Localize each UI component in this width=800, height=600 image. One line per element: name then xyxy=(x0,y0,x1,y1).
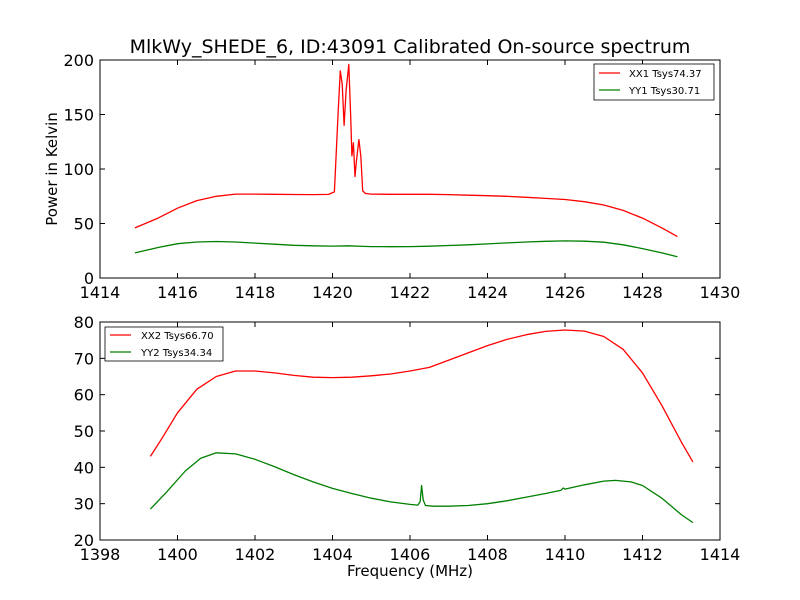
bottom-x-tick-label: 1412 xyxy=(622,545,663,564)
bottom-x-tick-label: 1402 xyxy=(235,545,276,564)
bottom-legend-box xyxy=(104,326,224,362)
top-y-tick-label: 0 xyxy=(84,269,94,288)
bottom-legend-label-1: XX2 Tsys66.70 xyxy=(141,331,214,342)
bottom-y-tick-label: 70 xyxy=(74,349,94,368)
bottom-plot: 1398 1400 1402 1404 1406 1408 1410 1412 1414 20 30… xyxy=(74,313,741,580)
chart-title: MlkWy_SHEDE_6, ID:43091 Calibrated On-so… xyxy=(130,36,691,58)
bottom-plot-ticks: 1398 1400 1402 1404 1406 1408 1410 1412 1414 20 30… xyxy=(74,313,741,564)
top-y-tick-label: 200 xyxy=(63,51,94,70)
top-y-tick-label: 150 xyxy=(63,106,94,125)
bottom-plot-legend: XX2 Tsys66.70 YY2 Tsys34.34 xyxy=(104,326,224,362)
bottom-x-tick-label: 1414 xyxy=(700,545,741,564)
top-x-tick-label: 1430 xyxy=(700,283,741,302)
top-plot-ticks: 1414 1416 1418 1420 1422 1424 1426 1428 1430 0 50 1… xyxy=(63,51,740,302)
bottom-plot-xlabel: Frequency (MHz) xyxy=(347,562,473,580)
top-x-tick-label: 1428 xyxy=(622,283,663,302)
bottom-series-2-line xyxy=(149,452,694,524)
top-series-2-line xyxy=(134,240,678,258)
top-legend-box xyxy=(593,63,715,101)
top-x-tick-label: 1420 xyxy=(312,283,353,302)
top-legend-label-1: XX1 Tsys74.37 xyxy=(629,69,702,80)
bottom-plot-series xyxy=(149,329,694,524)
bottom-legend-label-2: YY2 Tsys34.34 xyxy=(140,348,212,359)
bottom-y-tick-label: 40 xyxy=(74,458,94,477)
bottom-x-tick-label: 1408 xyxy=(467,545,508,564)
top-y-tick-label: 100 xyxy=(63,160,94,179)
bottom-y-tick-label: 30 xyxy=(74,495,94,514)
top-x-tick-label: 1422 xyxy=(390,283,431,302)
bottom-x-tick-label: 1400 xyxy=(157,545,198,564)
top-plot-legend: XX1 Tsys74.37 YY1 Tsys30.71 xyxy=(593,63,715,101)
bottom-x-tick-label: 1398 xyxy=(80,545,121,564)
top-plot-series xyxy=(134,63,678,258)
top-plot: 1414 1416 1418 1420 1422 1424 1426 1428 1430 0 50 1… xyxy=(43,51,740,302)
bottom-y-tick-label: 80 xyxy=(74,313,94,332)
top-x-tick-label: 1426 xyxy=(545,283,586,302)
top-y-tick-label: 50 xyxy=(74,215,94,234)
bottom-x-tick-label: 1410 xyxy=(545,545,586,564)
top-legend-label-2: YY1 Tsys30.71 xyxy=(628,86,700,97)
top-series-1-line xyxy=(134,63,678,238)
top-x-tick-label: 1414 xyxy=(80,283,121,302)
top-x-tick-label: 1418 xyxy=(235,283,276,302)
top-x-tick-label: 1424 xyxy=(467,283,508,302)
bottom-y-tick-label: 60 xyxy=(74,386,94,405)
bottom-x-tick-label: 1406 xyxy=(390,545,431,564)
bottom-y-tick-label: 50 xyxy=(74,422,94,441)
bottom-series-1-line xyxy=(149,329,694,463)
top-plot-ylabel: Power in Kelvin xyxy=(43,112,61,226)
bottom-y-tick-label: 20 xyxy=(74,531,94,550)
top-x-tick-label: 1416 xyxy=(157,283,198,302)
bottom-x-tick-label: 1404 xyxy=(312,545,353,564)
